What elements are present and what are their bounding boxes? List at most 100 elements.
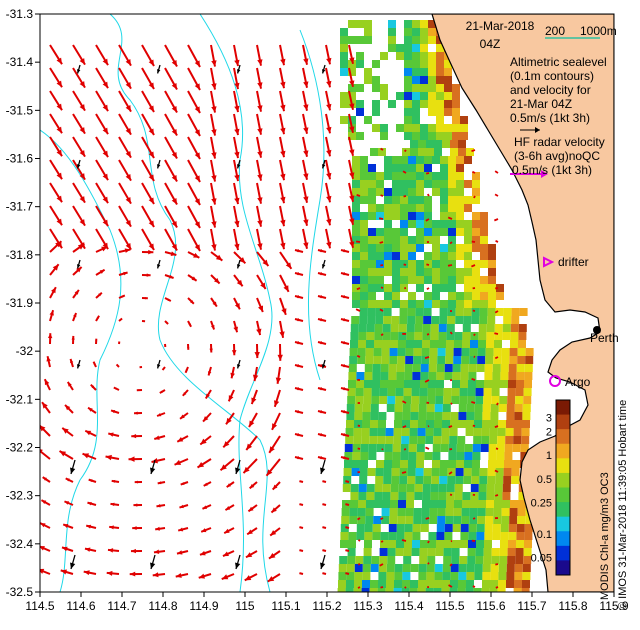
radar-arrow-head xyxy=(221,574,229,580)
chl-cell xyxy=(411,388,420,396)
radar-arrow-head xyxy=(280,219,286,227)
radar-arrow-head xyxy=(249,420,255,428)
radar-arrow-head xyxy=(234,174,240,182)
chl-cell xyxy=(356,20,364,28)
radar-arrow-head xyxy=(44,379,50,386)
radar-arrow-head xyxy=(349,57,355,64)
chl-cell xyxy=(352,220,360,228)
radar-arrow-head xyxy=(178,527,184,532)
radar-arrow-head xyxy=(201,528,207,533)
chl-cell xyxy=(408,196,416,204)
chl-cell xyxy=(472,284,480,292)
radar-arrow-head xyxy=(295,295,300,299)
chl-cell xyxy=(480,276,488,284)
chl-cell xyxy=(510,500,518,508)
chl-cell xyxy=(492,380,500,388)
chl-cell xyxy=(424,292,432,300)
chl-cell xyxy=(458,404,467,412)
chl-cell xyxy=(423,476,432,484)
radar-arrow-head xyxy=(473,518,475,520)
radar-arrow-head xyxy=(243,466,250,474)
radar-arrow-head xyxy=(159,390,163,393)
chl-cell xyxy=(412,100,420,108)
chl-cell xyxy=(417,588,426,592)
chl-cell xyxy=(344,452,353,460)
radar-arrow-head xyxy=(349,172,355,179)
chl-cell xyxy=(368,252,376,260)
chl-cell xyxy=(424,156,432,164)
chl-cell xyxy=(412,124,420,132)
radar-arrow-head xyxy=(341,364,346,368)
chl-cell xyxy=(454,332,463,340)
chl-cell xyxy=(406,324,415,332)
radar-arrow-head xyxy=(129,571,136,577)
radar-arrow-head xyxy=(303,104,309,111)
chl-cell xyxy=(466,420,474,428)
radar-arrow-head xyxy=(380,148,382,150)
chl-cell xyxy=(418,148,426,156)
chl-cell xyxy=(415,468,424,476)
radar-arrow-head xyxy=(194,129,200,136)
chl-cell xyxy=(506,404,515,412)
chl-cell xyxy=(504,460,512,468)
chl-cell xyxy=(389,516,398,524)
chl-cell xyxy=(503,308,512,316)
chl-cell xyxy=(396,44,404,52)
chl-cell xyxy=(392,196,400,204)
chl-cell xyxy=(488,244,496,252)
chl-cell xyxy=(376,444,385,452)
chl-cell xyxy=(418,420,426,428)
chl-cell xyxy=(440,180,448,188)
chl-cell xyxy=(408,444,417,452)
chl-cell xyxy=(428,92,436,100)
chl-cell xyxy=(511,468,520,476)
radar-arrow-head xyxy=(90,384,95,389)
chl-cell xyxy=(348,92,356,100)
chl-cell xyxy=(405,348,414,356)
chl-cell xyxy=(398,332,407,340)
chl-cell xyxy=(453,348,462,356)
chl-cell xyxy=(502,484,511,492)
chl-cell xyxy=(426,572,435,580)
radar-arrow-head xyxy=(425,517,428,520)
altimetry-arrow-head xyxy=(70,467,76,474)
chl-cell xyxy=(436,540,444,548)
chl-cell xyxy=(444,84,452,92)
chl-cell xyxy=(340,524,349,532)
chl-cell xyxy=(378,572,387,580)
radar-arrow-head xyxy=(55,241,62,248)
chl-cell xyxy=(370,580,378,588)
chl-cell xyxy=(494,500,502,508)
chl-cell xyxy=(442,580,450,588)
chl-cell xyxy=(345,588,354,592)
chl-cell xyxy=(356,84,364,92)
radar-arrow-head xyxy=(102,58,108,66)
chl-cell xyxy=(384,156,392,164)
chl-cell xyxy=(487,468,496,476)
altimetry-arrow-head xyxy=(156,69,161,74)
radar-arrow-head xyxy=(171,59,177,67)
chl-cell xyxy=(432,220,440,228)
radar-arrow-head xyxy=(402,539,405,542)
chl-cell xyxy=(352,236,360,244)
radar-arrow-head xyxy=(450,403,452,405)
chl-cell xyxy=(404,132,412,140)
chl-cell xyxy=(404,124,412,132)
chl-cell xyxy=(368,292,376,300)
chl-cell xyxy=(482,564,491,572)
argo-label: Argo xyxy=(565,375,591,389)
chl-cell xyxy=(445,516,454,524)
chl-cell xyxy=(449,428,458,436)
chl-cell xyxy=(522,564,531,572)
radar-arrow-head xyxy=(473,334,475,336)
radar-arrow-head xyxy=(427,562,429,564)
radar-arrow-head xyxy=(226,417,232,425)
chl-cell xyxy=(514,564,523,572)
chl-cell xyxy=(493,356,502,364)
radar-arrow-head xyxy=(345,480,348,483)
chl-cell xyxy=(360,188,368,196)
chl-cell xyxy=(475,548,484,556)
chl-cell xyxy=(400,244,408,252)
chl-cell xyxy=(340,532,349,540)
chl-cell xyxy=(381,516,390,524)
